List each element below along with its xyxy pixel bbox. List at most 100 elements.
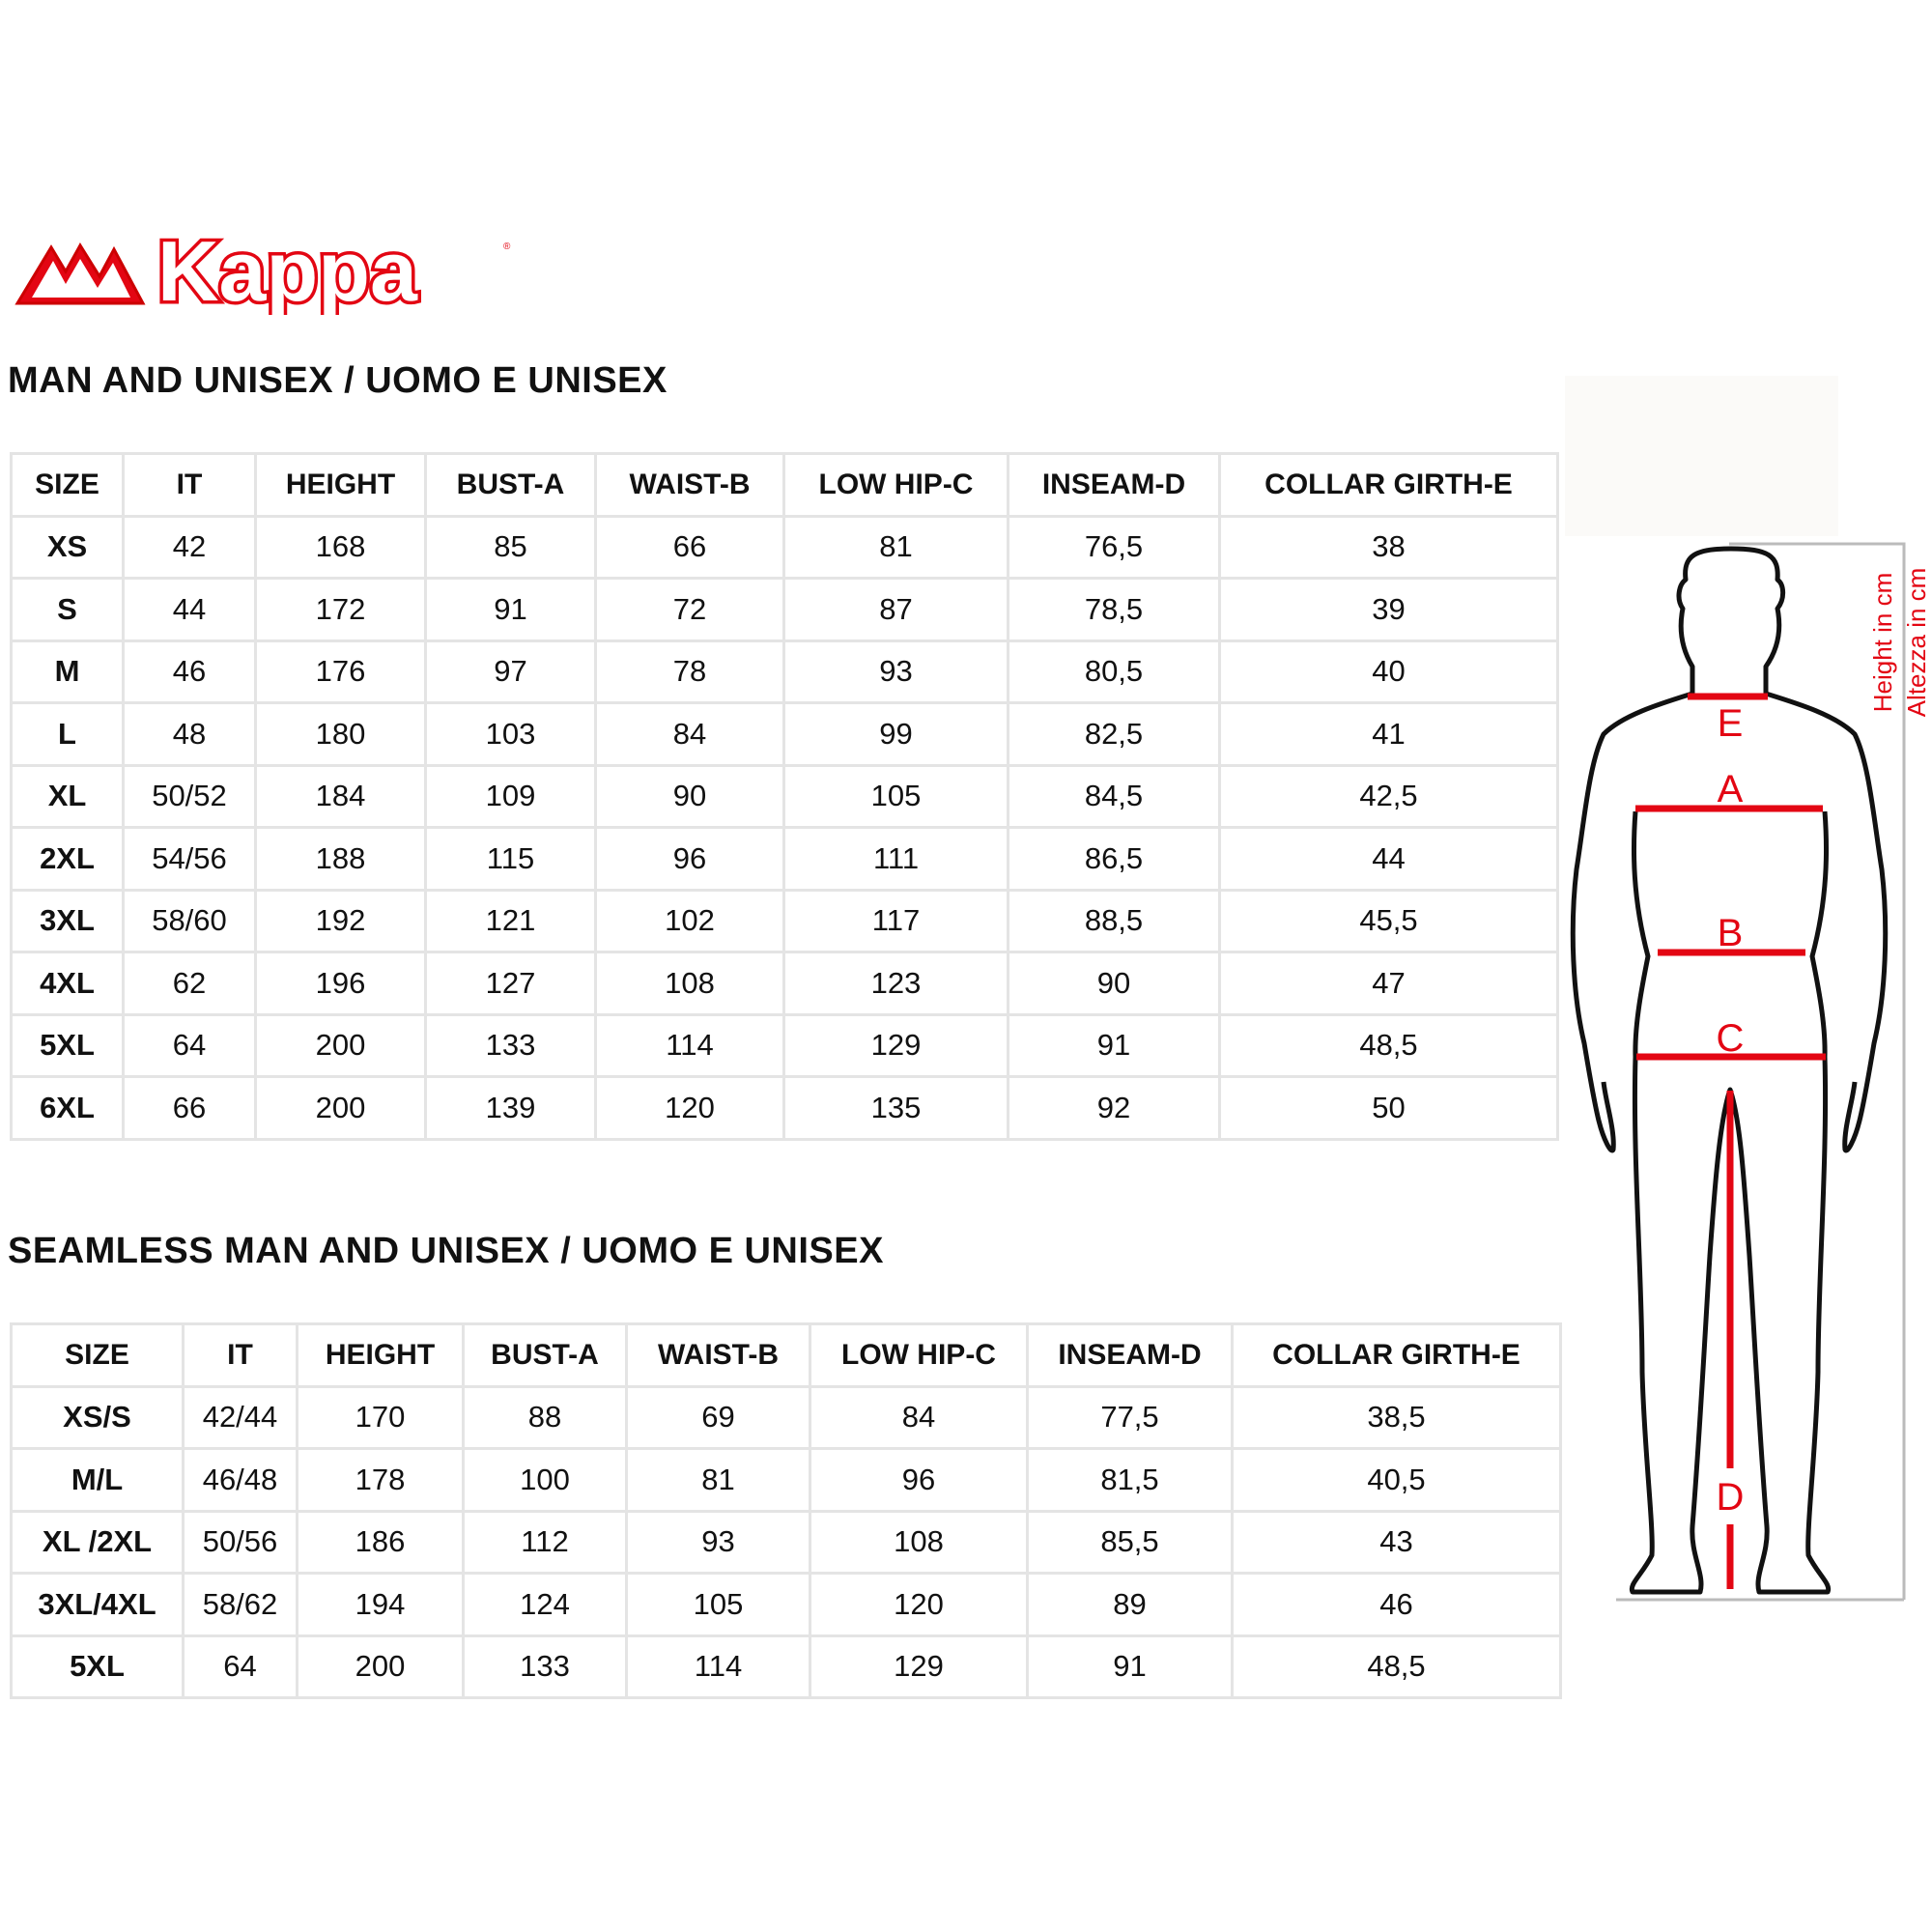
value-cell: 38: [1218, 514, 1559, 580]
value-cell: 47: [1218, 951, 1559, 1016]
table-header-row: SIZE IT HEIGHT BUST-A WAIST-B LOW HIP-C INSEAM…: [10, 452, 1559, 518]
value-cell: 87: [782, 577, 1009, 642]
value-cell: 200: [254, 1075, 427, 1141]
size-cell: 4XL: [10, 951, 125, 1016]
value-cell: 82,5: [1007, 701, 1221, 767]
value-cell: 58/62: [182, 1572, 298, 1637]
table-row: 2XL 54/56 188 115 96 111 86,5 44: [10, 826, 1559, 892]
value-cell: 99: [782, 701, 1009, 767]
value-cell: 112: [462, 1509, 628, 1575]
size-cell: 3XL: [10, 888, 125, 953]
table-row: 5XL 64 200 133 114 129 91 48,5: [10, 1012, 1559, 1078]
value-cell: 42/44: [182, 1384, 298, 1450]
value-cell: 85,5: [1026, 1509, 1234, 1575]
table-row: 4XL 62 196 127 108 123 90 47: [10, 951, 1559, 1016]
value-cell: 93: [625, 1509, 811, 1575]
svg-text:®: ®: [503, 242, 511, 252]
value-cell: 46: [1231, 1572, 1562, 1637]
body-outline: [1570, 546, 1889, 1595]
size-cell: 2XL: [10, 826, 125, 892]
size-cell: 5XL: [10, 1634, 185, 1699]
value-cell: 46/48: [182, 1447, 298, 1513]
column-header: SIZE: [10, 452, 125, 518]
label-a: A: [1718, 768, 1744, 810]
value-cell: 96: [594, 826, 785, 892]
size-cell: 5XL: [10, 1012, 125, 1078]
table-row: 5XL 64 200 133 114 129 91 48,5: [10, 1634, 1562, 1699]
column-header: HEIGHT: [254, 452, 427, 518]
faint-panel: [1565, 376, 1838, 536]
value-cell: 45,5: [1218, 888, 1559, 953]
value-cell: 93: [782, 639, 1009, 704]
label-d: D: [1717, 1476, 1745, 1519]
value-cell: 81: [782, 514, 1009, 580]
table-row: 3XL 58/60 192 121 102 117 88,5 45,5: [10, 888, 1559, 953]
value-cell: 44: [122, 577, 257, 642]
value-cell: 200: [296, 1634, 465, 1699]
value-cell: 121: [424, 888, 597, 953]
value-cell: 40: [1218, 639, 1559, 704]
value-cell: 127: [424, 951, 597, 1016]
value-cell: 194: [296, 1572, 465, 1637]
value-cell: 81: [625, 1447, 811, 1513]
value-cell: 78: [594, 639, 785, 704]
value-cell: 96: [809, 1447, 1029, 1513]
column-header: BUST-A: [424, 452, 597, 518]
column-header: IT: [182, 1322, 298, 1388]
value-cell: 108: [809, 1509, 1029, 1575]
value-cell: 102: [594, 888, 785, 953]
value-cell: 85: [424, 514, 597, 580]
value-cell: 111: [782, 826, 1009, 892]
value-cell: 76,5: [1007, 514, 1221, 580]
table-row: M/L 46/48 178 100 81 96 81,5 40,5: [10, 1447, 1562, 1513]
label-b: B: [1718, 912, 1744, 954]
value-cell: 133: [462, 1634, 628, 1699]
value-cell: 48,5: [1218, 1012, 1559, 1078]
value-cell: 78,5: [1007, 577, 1221, 642]
value-cell: 120: [809, 1572, 1029, 1637]
value-cell: 62: [122, 951, 257, 1016]
value-cell: 39: [1218, 577, 1559, 642]
size-cell: L: [10, 701, 125, 767]
column-header: INSEAM-D: [1026, 1322, 1234, 1388]
size-cell: S: [10, 577, 125, 642]
size-cell: XL /2XL: [10, 1509, 185, 1575]
measurement-lines: [1635, 693, 1826, 1589]
value-cell: 184: [254, 763, 427, 829]
value-cell: 109: [424, 763, 597, 829]
value-cell: 69: [625, 1384, 811, 1450]
value-cell: 97: [424, 639, 597, 704]
column-header: LOW HIP-C: [809, 1322, 1029, 1388]
size-cell: XS/S: [10, 1384, 185, 1450]
value-cell: 41: [1218, 701, 1559, 767]
value-cell: 114: [594, 1012, 785, 1078]
value-cell: 72: [594, 577, 785, 642]
value-cell: 42: [122, 514, 257, 580]
column-header: WAIST-B: [594, 452, 785, 518]
table-row: XL 50/52 184 109 90 105 84,5 42,5: [10, 763, 1559, 829]
value-cell: 129: [782, 1012, 1009, 1078]
value-cell: 196: [254, 951, 427, 1016]
value-cell: 129: [809, 1634, 1029, 1699]
value-cell: 66: [122, 1075, 257, 1141]
value-cell: 123: [782, 951, 1009, 1016]
size-table-seamless: SIZE IT HEIGHT BUST-A WAIST-B LOW HIP-C INSEAM…: [10, 1322, 1562, 1699]
value-cell: 105: [782, 763, 1009, 829]
value-cell: 46: [122, 639, 257, 704]
value-cell: 64: [122, 1012, 257, 1078]
value-cell: 54/56: [122, 826, 257, 892]
value-cell: 50/56: [182, 1509, 298, 1575]
value-cell: 66: [594, 514, 785, 580]
value-cell: 42,5: [1218, 763, 1559, 829]
value-cell: 81,5: [1026, 1447, 1234, 1513]
column-header: COLLAR GIRTH-E: [1218, 452, 1559, 518]
section2-title: SEAMLESS MAN AND UNISEX / UOMO E UNISEX: [8, 1231, 884, 1271]
value-cell: 176: [254, 639, 427, 704]
column-header: BUST-A: [462, 1322, 628, 1388]
value-cell: 86,5: [1007, 826, 1221, 892]
table-row: XL /2XL 50/56 186 112 93 108 85,5 43: [10, 1509, 1562, 1575]
value-cell: 50: [1218, 1075, 1559, 1141]
logo-wordmark: Kappa: [157, 228, 418, 315]
value-cell: 90: [594, 763, 785, 829]
value-cell: 88: [462, 1384, 628, 1450]
